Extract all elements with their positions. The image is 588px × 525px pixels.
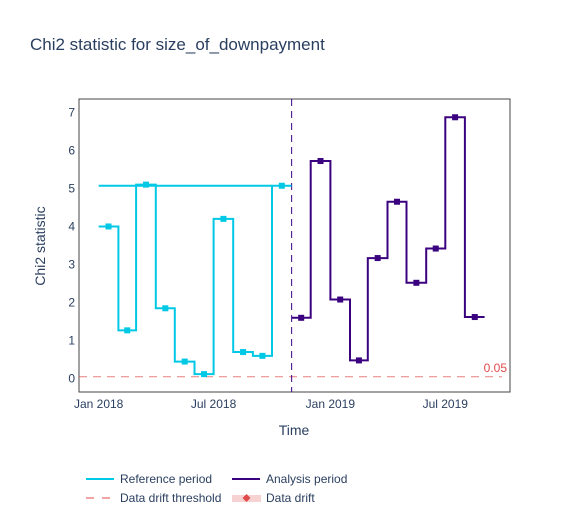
x-tick-label: Jul 2018 — [191, 397, 237, 411]
legend-label-data-drift: Data drift — [266, 491, 315, 505]
reference-period-point — [278, 182, 285, 189]
threshold-label: 0.05 — [484, 361, 508, 375]
legend-label-data-drift-threshold: Data drift threshold — [120, 491, 221, 505]
chart-title: Chi2 statistic for size_of_downpayment — [30, 35, 325, 54]
y-tick-label: 2 — [68, 296, 75, 310]
y-axis-title: Chi2 statistic — [32, 206, 48, 285]
reference-period-point — [259, 352, 266, 359]
analysis-period-point — [471, 314, 478, 321]
reference-period-point — [181, 358, 188, 365]
x-axis-title: Time — [279, 422, 310, 438]
x-tick-label: Jan 2018 — [74, 397, 124, 411]
reference-period-step-line — [98, 183, 292, 376]
reference-period-point — [220, 215, 227, 222]
y-tick-label: 0 — [68, 372, 75, 386]
y-tick-label: 1 — [68, 334, 75, 348]
x-tick-label: Jul 2019 — [423, 397, 469, 411]
y-tick-label: 6 — [68, 143, 75, 157]
analysis-period-point — [374, 255, 381, 262]
analysis-period-point — [413, 279, 420, 286]
y-tick-label: 4 — [68, 219, 75, 233]
analysis-period-point — [452, 114, 459, 121]
analysis-period-point — [355, 357, 362, 364]
plot-area — [78, 98, 511, 393]
legend-label-reference-period: Reference period — [120, 472, 212, 486]
reference-period-point — [162, 305, 169, 312]
legend: Reference period Analysis period Data drif… — [86, 472, 347, 505]
reference-period-point — [142, 181, 149, 188]
analysis-period-point — [298, 314, 305, 321]
y-tick-label: 7 — [68, 105, 75, 119]
x-tick-label: Jan 2019 — [306, 397, 356, 411]
analysis-period-point — [432, 245, 439, 252]
analysis-period-point — [394, 198, 401, 205]
analysis-period-step-line — [291, 116, 485, 362]
reference-period-point — [124, 327, 131, 334]
y-tick-label: 3 — [68, 258, 75, 272]
y-tick-label: 5 — [68, 181, 75, 195]
reference-period-point — [105, 223, 112, 230]
analysis-period-point — [337, 296, 344, 303]
legend-label-analysis-period: Analysis period — [266, 472, 347, 486]
reference-period-point — [201, 371, 208, 378]
reference-period-point — [240, 349, 247, 356]
legend-swatch-data-drift-diamond — [242, 494, 251, 502]
analysis-period-point — [317, 158, 324, 165]
